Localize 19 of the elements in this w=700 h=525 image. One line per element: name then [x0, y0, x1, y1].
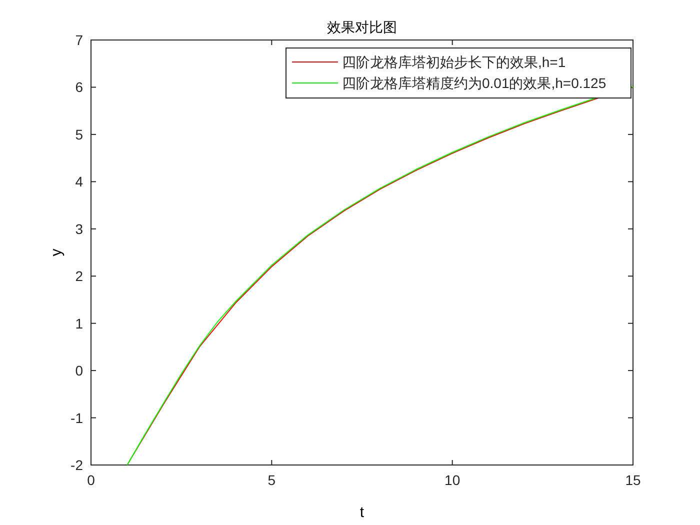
y-tick-label: 0	[75, 362, 84, 379]
x-tick-label: 10	[444, 472, 460, 488]
y-tick-label: 3	[75, 220, 84, 237]
y-tick-label: 5	[75, 126, 84, 142]
y-tick-label: 1	[75, 315, 84, 332]
legend-label: 四阶龙格库塔精度约为0.01的效果,h=0.125	[342, 75, 606, 91]
y-tick-label: 6	[75, 79, 84, 96]
y-tick-label: 4	[75, 174, 84, 190]
y-axis-title: y	[48, 248, 65, 256]
y-tick-label: 7	[75, 32, 84, 48]
y-tick-label: 2	[75, 268, 84, 284]
y-tick-label: -2	[70, 457, 84, 473]
x-tick-label: 0	[87, 472, 96, 488]
chart-title: 效果对比图	[327, 19, 397, 35]
x-tick-label: 5	[268, 472, 276, 488]
y-tick-label: -1	[70, 410, 84, 426]
legend-label: 四阶龙格库塔初始步长下的效果,h=1	[342, 54, 566, 70]
x-axis-title: t	[360, 504, 365, 521]
x-tick-label: 15	[625, 472, 641, 488]
